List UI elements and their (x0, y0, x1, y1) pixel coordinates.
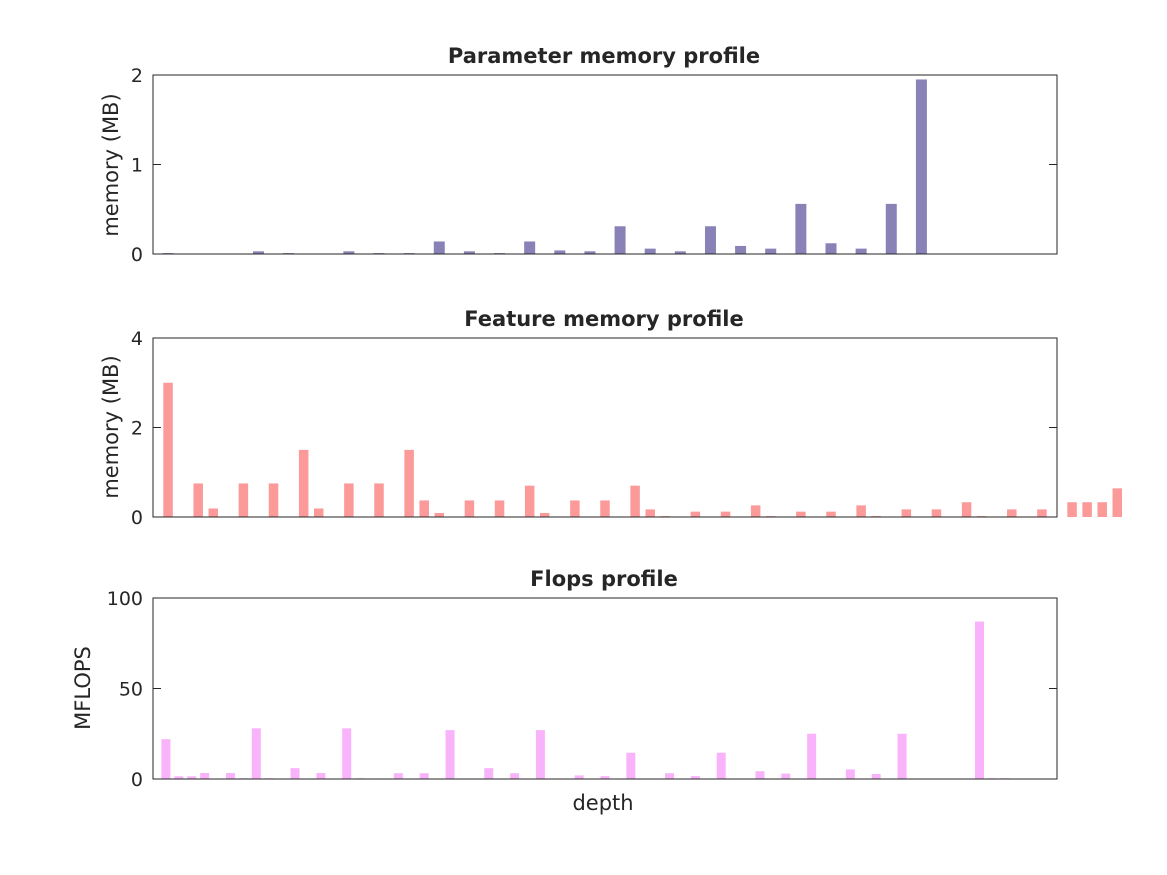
bar (600, 500, 610, 517)
bars-group (163, 383, 1122, 517)
bar (807, 734, 816, 779)
y-tick-label: 0 (131, 244, 143, 266)
bar (886, 204, 897, 254)
bar (299, 450, 309, 517)
bar (902, 509, 912, 517)
panel-feature-memory: Feature memory profile memory (MB) 0 2 4 (99, 307, 1122, 529)
bar (645, 249, 656, 254)
bar (465, 500, 475, 517)
bar (404, 450, 414, 517)
bar (1037, 509, 1047, 517)
panel-parameter-memory: Parameter memory profile memory (MB) 0 1 2 (99, 44, 1057, 266)
bar (1067, 502, 1077, 517)
bar (705, 226, 716, 254)
chart-title: Feature memory profile (464, 307, 743, 331)
bar (856, 249, 867, 254)
panel-flops: Flops profile MFLOPS 0 50 100 (71, 567, 1057, 791)
bar (342, 728, 351, 779)
bar (314, 509, 324, 518)
bar (826, 243, 837, 254)
bar (751, 505, 761, 517)
bar (419, 500, 429, 517)
y-tick-label: 0 (131, 507, 143, 529)
bar (626, 753, 635, 779)
bar (226, 773, 235, 779)
bar (796, 512, 806, 517)
bar (570, 500, 580, 517)
bar (344, 483, 354, 517)
bar (765, 249, 776, 254)
bar (434, 241, 445, 254)
bar (721, 512, 731, 517)
bar (1007, 509, 1017, 517)
bar (735, 246, 746, 254)
y-tick-label: 100 (107, 588, 143, 610)
bar (1097, 502, 1107, 517)
bar (575, 775, 584, 779)
chart-title: Flops profile (530, 567, 678, 591)
bar (525, 486, 535, 517)
bar (394, 773, 403, 779)
y-tick-label: 1 (131, 155, 143, 177)
bar (615, 226, 626, 254)
bar (846, 769, 855, 779)
y-ticks-group: 0 50 100 (107, 588, 1057, 791)
bar (291, 768, 300, 779)
bar (239, 483, 249, 517)
bar (269, 483, 279, 517)
bar (420, 773, 429, 779)
bar (446, 730, 455, 779)
bars-group (163, 79, 927, 254)
bar (316, 773, 325, 779)
bar (630, 486, 640, 517)
bar (1082, 502, 1092, 517)
plot-frame (153, 338, 1057, 517)
chart-title: Parameter memory profile (448, 44, 760, 68)
x-axis-label: depth (572, 791, 633, 815)
bar (826, 512, 836, 517)
bar (193, 483, 203, 517)
bar (554, 250, 565, 254)
y-tick-label: 2 (131, 418, 143, 440)
y-axis-label: memory (MB) (99, 355, 123, 498)
y-tick-label: 2 (131, 65, 143, 87)
bar (163, 383, 173, 517)
plot-frame (153, 598, 1057, 779)
bar (510, 773, 519, 779)
bar (717, 753, 726, 779)
bars-group (161, 622, 1009, 779)
bar (540, 513, 550, 517)
bar (932, 509, 942, 517)
bar (435, 513, 445, 517)
bar (781, 774, 790, 779)
bar (209, 509, 219, 518)
y-tick-label: 0 (131, 769, 143, 791)
bar (1113, 488, 1123, 517)
bar (856, 505, 866, 517)
y-axis-label: MFLOPS (71, 646, 95, 730)
bar (755, 771, 764, 779)
bar (916, 79, 927, 254)
bar (795, 204, 806, 254)
bar (872, 774, 881, 779)
bar (645, 509, 655, 517)
bar (524, 241, 535, 254)
bar (161, 739, 170, 779)
bar (898, 734, 907, 779)
y-tick-label: 4 (131, 328, 143, 350)
bar (975, 622, 984, 779)
bar (484, 768, 493, 779)
bar (691, 512, 701, 517)
bar (665, 773, 674, 779)
bar (374, 483, 384, 517)
y-tick-label: 50 (119, 679, 143, 701)
bar (536, 730, 545, 779)
bar (962, 502, 972, 517)
bar (252, 728, 261, 779)
bar (495, 500, 505, 517)
y-axis-label: memory (MB) (99, 93, 123, 236)
bar (200, 773, 209, 779)
